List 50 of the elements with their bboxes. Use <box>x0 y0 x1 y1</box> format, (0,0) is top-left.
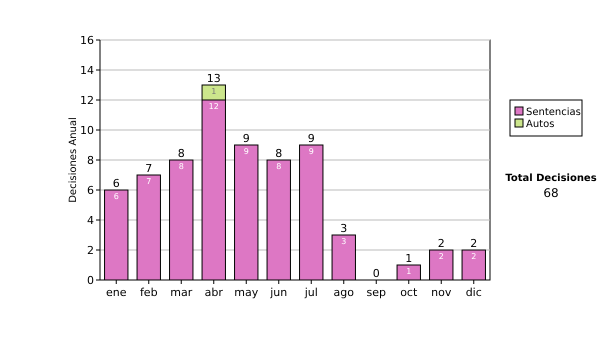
text: 68 <box>543 186 559 200</box>
y-tick-label: 2 <box>87 244 94 257</box>
x-tick-label: jun <box>269 286 288 299</box>
x-tick-label: feb <box>140 286 158 299</box>
data-label: 12 <box>208 102 219 111</box>
data-label: 6 <box>114 192 119 201</box>
total-label: 8 <box>178 147 185 160</box>
total-label: 2 <box>438 237 445 250</box>
total-label: 3 <box>340 222 348 235</box>
legend-label: Autos <box>526 119 554 130</box>
total-label: 1 <box>405 252 412 265</box>
y-tick-label: 4 <box>87 214 94 227</box>
total-label: 9 <box>242 132 250 145</box>
total-label: 13 <box>206 72 221 85</box>
y-tick-label: 14 <box>80 64 94 77</box>
data-label: 7 <box>146 177 152 186</box>
x-tick-label: sep <box>366 286 386 299</box>
y-tick-label: 0 <box>87 274 94 287</box>
x-tick-label: dic <box>466 286 482 299</box>
y-tick-label: 16 <box>80 34 94 47</box>
x-tick-label: abr <box>204 286 224 299</box>
data-label: 9 <box>244 147 249 156</box>
x-tick-label: jul <box>304 286 318 299</box>
total-label: 2 <box>470 237 478 250</box>
x-tick-label: mar <box>170 286 193 299</box>
total-label: 8 <box>275 147 282 160</box>
data-label: 3 <box>341 237 346 246</box>
legend-label: Sentencias <box>526 107 581 118</box>
y-tick-label: 6 <box>87 184 94 197</box>
total-label: 9 <box>308 132 315 145</box>
data-label: 8 <box>178 162 184 171</box>
x-tick-label: ago <box>334 286 354 299</box>
data-label: 8 <box>276 162 282 171</box>
data-label: 9 <box>308 147 314 156</box>
y-tick-label: 12 <box>80 94 94 107</box>
total-label: 7 <box>145 162 152 175</box>
x-tick-label: may <box>234 286 259 299</box>
y-tick-label: 10 <box>80 124 94 137</box>
y-axis-title: Decisiones Anual <box>68 117 79 203</box>
x-tick-label: ene <box>106 286 127 299</box>
y-tick-label: 8 <box>87 154 94 167</box>
data-label: 2 <box>438 252 444 261</box>
data-label: 2 <box>471 252 476 261</box>
data-label: 1 <box>211 87 216 96</box>
text: Total Decisiones <box>505 173 597 184</box>
total-label: 0 <box>372 267 380 280</box>
total-label: 6 <box>112 177 120 190</box>
data-label: 1 <box>406 267 412 276</box>
x-tick-label: oct <box>400 286 418 299</box>
x-tick-label: nov <box>431 286 452 299</box>
